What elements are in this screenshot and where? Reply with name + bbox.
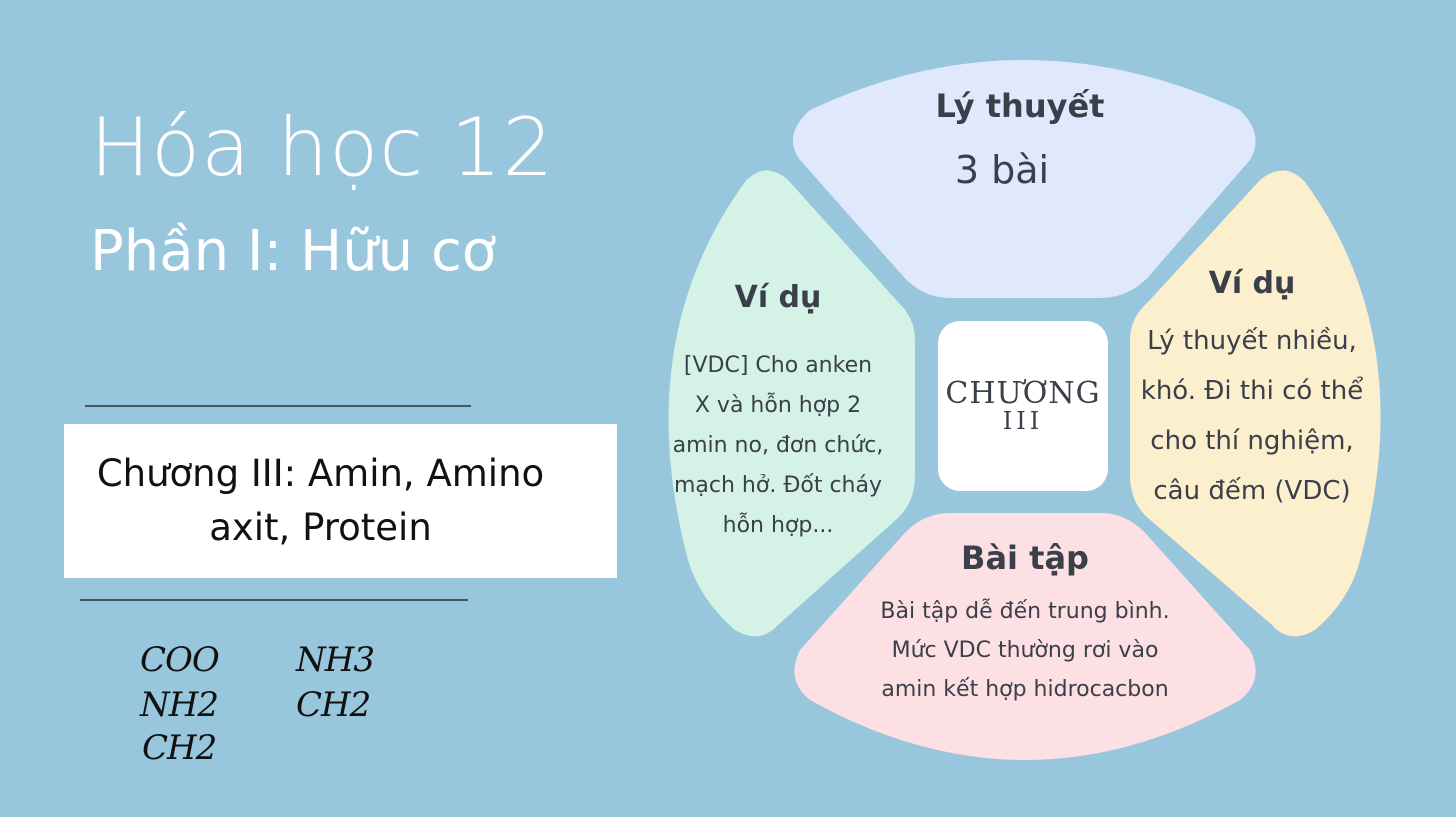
petal-bottom: Bài tập Bài tập dễ đến trung bình. Mức V… <box>850 536 1200 709</box>
divider-bottom <box>80 599 468 601</box>
formula-nh3: NH3 <box>296 640 375 680</box>
slide-subtitle: Phần I: Hữu cơ <box>90 219 496 284</box>
divider-top <box>85 405 471 407</box>
formula-nh2: NH2 <box>140 685 219 725</box>
diagram-petals <box>668 60 1381 760</box>
petal-left-line: X và hỗn hợp 2 <box>694 393 862 418</box>
petal-right-line: khó. Đi thi có thể <box>1140 376 1364 406</box>
petal-left-line: amin no, đơn chức, <box>672 433 884 458</box>
petal-top-body: 3 bài <box>954 148 1050 192</box>
petal-top-heading: Lý thuyết <box>935 87 1105 125</box>
petal-bottom-body: Bài tập dễ đến trung bình. Mức VDC thườn… <box>850 592 1200 709</box>
petal-bottom-heading: Bài tập <box>961 539 1089 577</box>
petal-right-line: câu đếm (VDC) <box>1153 476 1351 506</box>
petal-left-shape <box>668 170 915 637</box>
petal-top: Lý thuyết 3 bài <box>860 86 1180 194</box>
petal-left-heading: Ví dụ <box>734 280 822 315</box>
petal-right-body: Lý thuyết nhiều, khó. Đi thi có thể cho … <box>1122 316 1382 516</box>
chapter-box: Chương III: Amin, Amino axit, Protein <box>64 424 617 578</box>
petal-top-shape <box>792 60 1256 298</box>
center-card-line2: III <box>1002 407 1044 435</box>
petal-left-line: [VDC] Cho anken <box>683 353 873 378</box>
petal-right-heading: Ví dụ <box>1208 266 1296 301</box>
slide-title: Hóa học 12 <box>90 101 555 194</box>
chapter-title: Chương III: Amin, Amino axit, Protein <box>96 452 545 549</box>
petal-bottom-line: Mức VDC thường rơi vào <box>891 638 1159 663</box>
petal-left-body: [VDC] Cho anken X và hỗn hợp 2 amin no, … <box>668 346 888 546</box>
petal-left: Ví dụ [VDC] Cho anken X và hỗn hợp 2 ami… <box>668 278 888 546</box>
chapter-diagram: Lý thuyết 3 bài Ví dụ Lý thuyết nhiều, k… <box>660 40 1390 780</box>
petal-right-shape <box>1130 170 1381 637</box>
petal-right: Ví dụ Lý thuyết nhiều, khó. Đi thi có th… <box>1122 264 1382 516</box>
center-card-line1: CHƯƠNG <box>945 376 1101 411</box>
petal-right-line: cho thí nghiệm, <box>1150 426 1354 456</box>
petal-right-line: Lý thuyết nhiều, <box>1147 326 1357 356</box>
formula-coo: COO <box>140 640 220 680</box>
formula-ch2-left: CH2 <box>142 728 217 768</box>
center-card: CHƯƠNG III <box>938 321 1108 491</box>
petal-bottom-shape <box>794 513 1256 760</box>
petal-bottom-line: Bài tập dễ đến trung bình. <box>880 599 1170 624</box>
formula-ch2-right: CH2 <box>296 685 371 725</box>
petal-left-line: hỗn hợp... <box>722 513 834 538</box>
petal-bottom-line: amin kết hợp hidrocacbon <box>881 677 1169 702</box>
petal-left-line: mạch hở. Đốt cháy <box>673 473 882 498</box>
